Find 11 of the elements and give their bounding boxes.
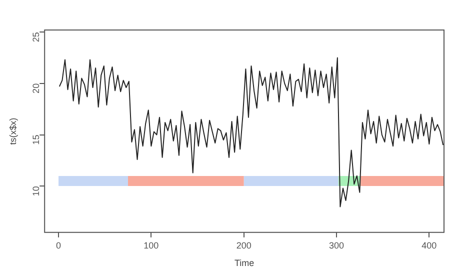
y-tick-label: 15	[31, 134, 42, 145]
y-tick-label: 20	[31, 83, 42, 94]
y-tick-label: 10	[31, 186, 42, 196]
x-tick-label: 200	[236, 240, 252, 250]
y-axis-title: ts(x$x)	[8, 118, 18, 145]
x-tick-label: 400	[422, 240, 437, 250]
y-tick-label: 25	[31, 32, 42, 42]
x-tick-label: 0	[56, 240, 62, 250]
x-tick-label: 300	[328, 240, 344, 250]
x-axis-title: Time	[234, 258, 254, 268]
x-tick-label: 100	[144, 240, 159, 250]
